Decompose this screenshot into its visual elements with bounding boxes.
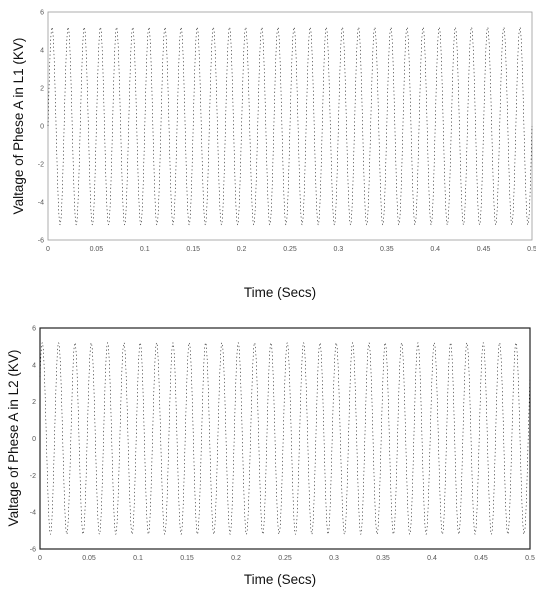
plot-area-frame	[39, 327, 531, 550]
x-tick-label: 0.5	[527, 246, 536, 253]
x-tick-label: 0.4	[427, 555, 437, 562]
x-tick-label: 0.35	[376, 555, 390, 562]
x-tick-label: 0.3	[334, 246, 344, 253]
chart-2-svg: -6 -4 -2 0 2 4 6 0 0.05 0.1 0.15 0.2 0.25 0.3 0.35 0.4…	[6, 326, 535, 588]
x-axis-label: Time (Secs)	[244, 572, 316, 587]
x-tick-label: 0	[38, 555, 42, 562]
series-line-0	[47, 26, 533, 226]
chart-1-svg: -6 -4 -2 0 2 4 6 0 0.05 0.1 0.15 0.2 0.25 0.3 0.35 0.4…	[11, 10, 536, 301]
x-tick-label: 0.15	[180, 555, 194, 562]
x-tick-label: 0.3	[329, 555, 339, 562]
y-tick-label: 0	[40, 124, 44, 131]
chart-panel-1: -6 -4 -2 0 2 4 6 0 0.05 0.1 0.15 0.2 0.25 0.3 0.35 0.4…	[11, 10, 536, 301]
x-axis-label: Time (Secs)	[244, 285, 316, 300]
y-tick-label: 6	[32, 326, 36, 333]
y-tick-label: -4	[38, 200, 44, 207]
y-tick-label: -2	[30, 473, 36, 480]
series-group	[47, 26, 533, 226]
x-tick-label: 0.05	[90, 246, 104, 253]
y-tick-label: 6	[40, 10, 44, 17]
y-axis-label: Valtage of Phese A in L2 (KV)	[6, 350, 21, 527]
x-tick-label: 0.1	[133, 555, 143, 562]
x-tick-label: 0.4	[430, 246, 440, 253]
y-tick-label: -2	[38, 162, 44, 169]
x-tick-label: 0.25	[283, 246, 297, 253]
y-tick-label: 2	[32, 399, 36, 406]
series-line-0	[39, 342, 531, 535]
y-tick-label: -4	[30, 510, 36, 517]
y-tick-label: 0	[32, 436, 36, 443]
x-tick-label: 0.2	[237, 246, 247, 253]
x-tick-labels: 0 0.05 0.1 0.15 0.2 0.25 0.3 0.35 0.4 0.45 0.5	[46, 246, 536, 253]
y-tick-label: 4	[32, 362, 36, 369]
x-tick-label: 0.25	[278, 555, 292, 562]
chart-panel-2: -6 -4 -2 0 2 4 6 0 0.05 0.1 0.15 0.2 0.25 0.3 0.35 0.4…	[0, 318, 536, 594]
x-tick-label: 0	[46, 246, 50, 253]
x-tick-label: 0.15	[186, 246, 200, 253]
x-tick-label: 0.1	[140, 246, 150, 253]
y-tick-label: -6	[30, 547, 36, 554]
x-tick-label: 0.45	[477, 246, 491, 253]
y-tick-label: 2	[40, 86, 44, 93]
x-tick-label: 0.05	[82, 555, 96, 562]
series-group	[39, 342, 531, 535]
y-tick-label: 4	[40, 48, 44, 55]
y-axis-label: Valtage of Phese A in L1 (KV)	[11, 38, 26, 215]
x-tick-labels: 0 0.05 0.1 0.15 0.2 0.25 0.3 0.35 0.4 0.45 0.5	[38, 555, 535, 562]
x-tick-label: 0.2	[231, 555, 241, 562]
y-tick-labels: -6 -4 -2 0 2 4 6	[30, 326, 36, 554]
x-tick-label: 0.35	[380, 246, 394, 253]
y-tick-labels: -6 -4 -2 0 2 4 6	[38, 10, 44, 245]
x-tick-label: 0.5	[525, 555, 535, 562]
x-tick-label: 0.45	[474, 555, 488, 562]
y-tick-label: -6	[38, 238, 44, 245]
